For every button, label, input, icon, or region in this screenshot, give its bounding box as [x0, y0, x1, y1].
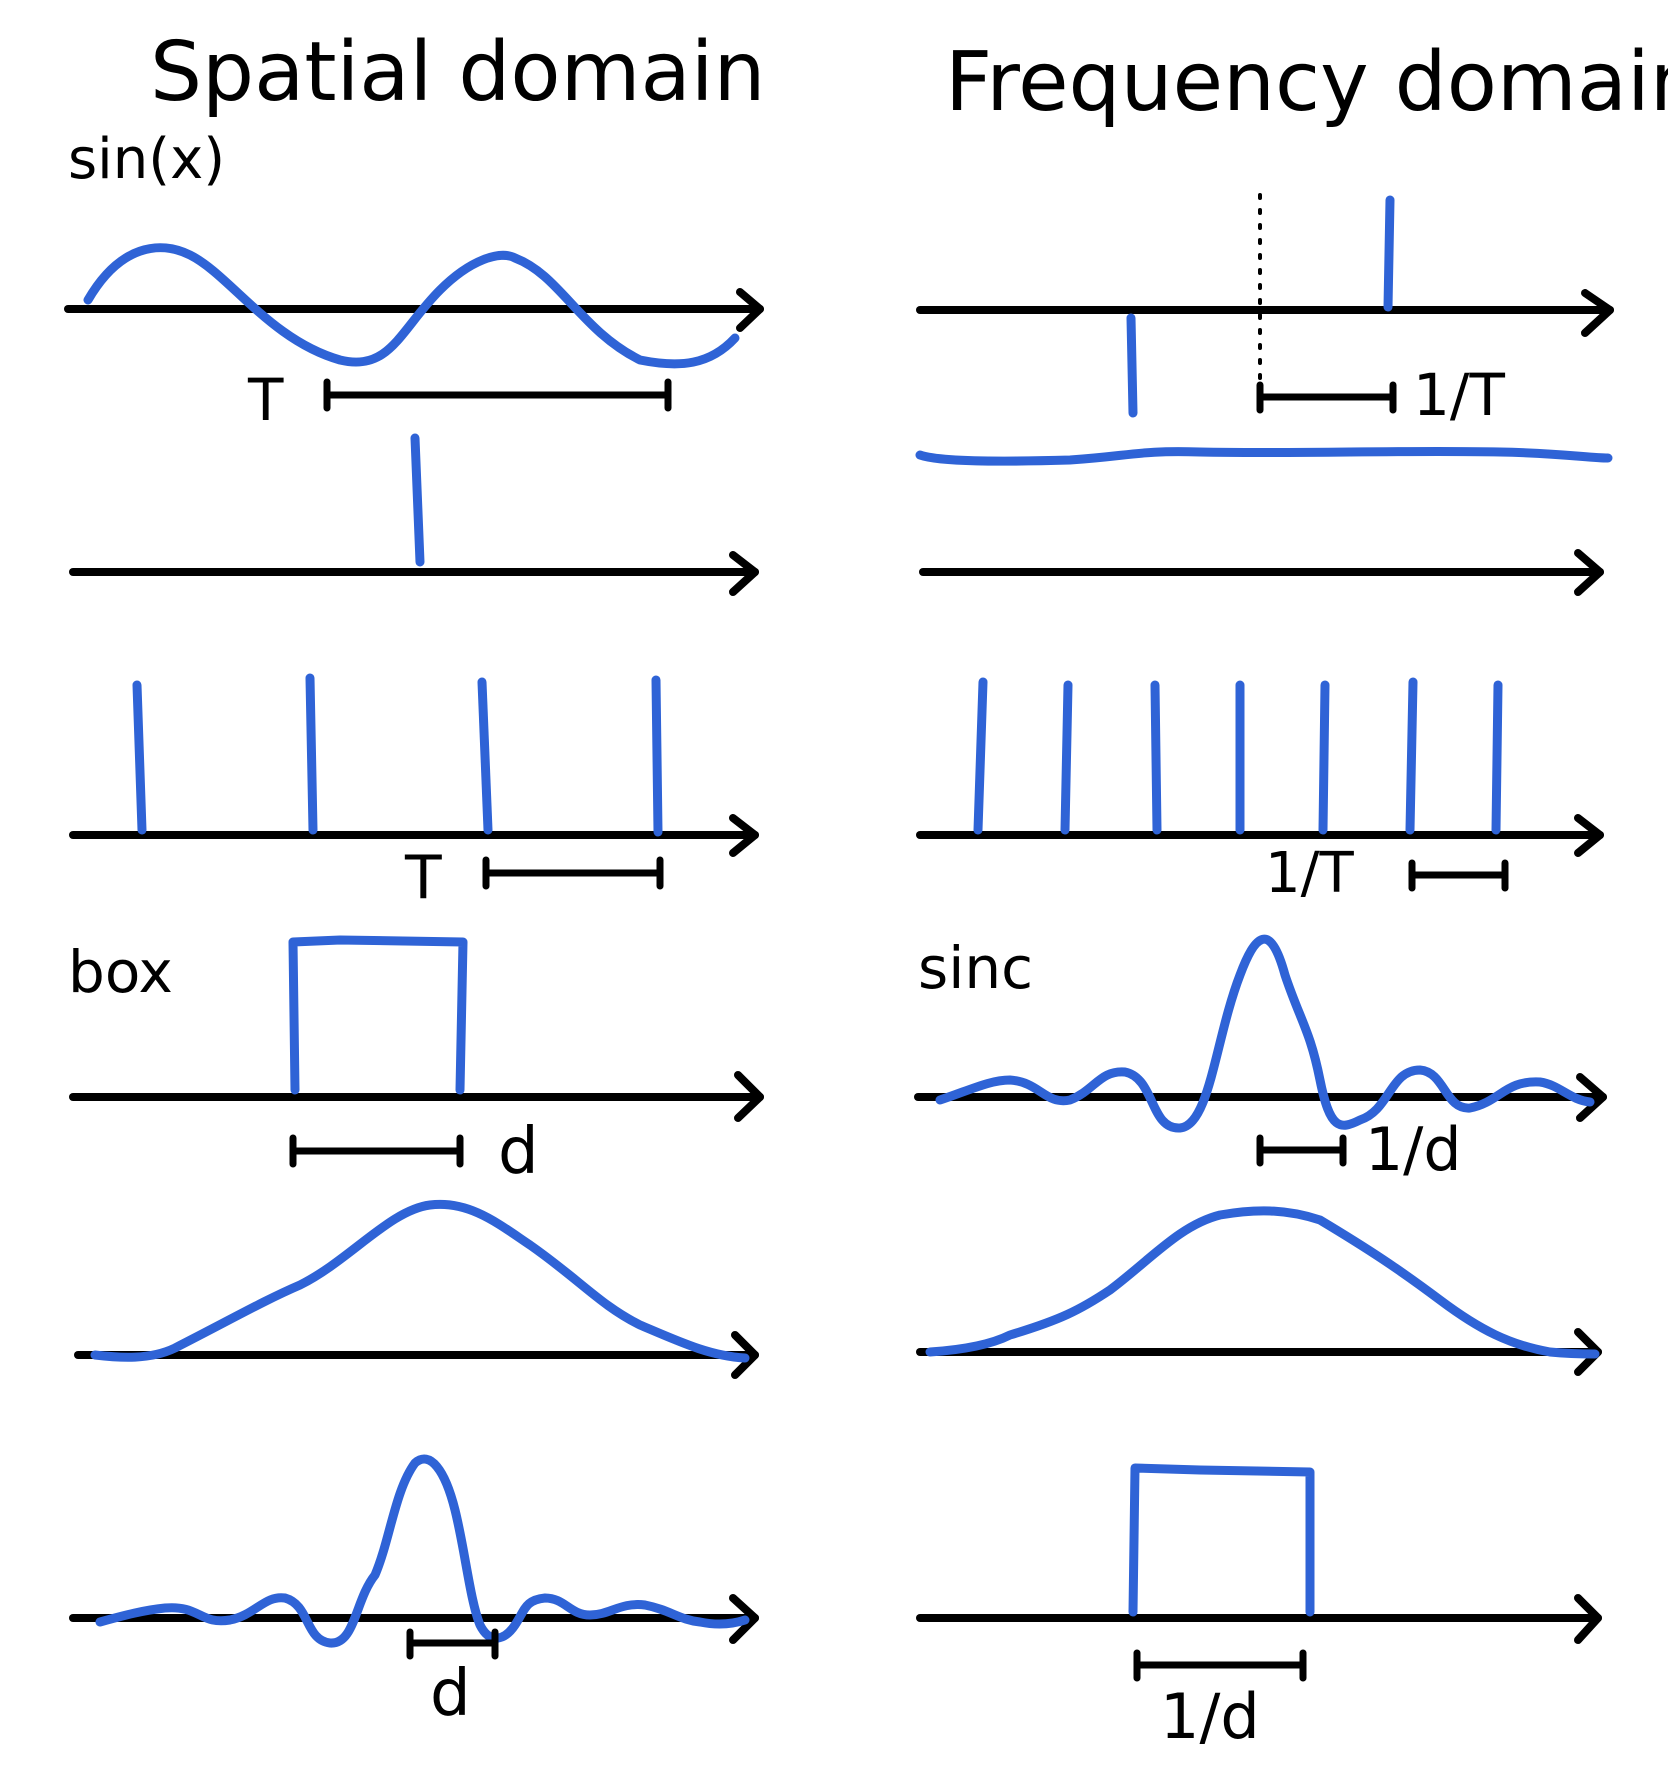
row1-frequency-axis — [916, 289, 1614, 337]
inv-width-marker-2 — [1133, 1649, 1307, 1682]
row5-spatial-axis — [74, 1331, 759, 1379]
constant-line — [915, 446, 1613, 466]
width-label-1: d — [498, 1115, 539, 1189]
row3-spatial-axis — [69, 814, 759, 857]
freq-train-spike-2 — [1060, 680, 1073, 835]
freq-train-spike-6 — [1405, 677, 1418, 835]
spatial-impulse — [410, 433, 425, 567]
freq-train-spike-3 — [1150, 680, 1162, 835]
sinc-label: sinc — [918, 934, 1033, 1002]
row1-spatial-axis — [64, 288, 764, 332]
period-marker-2 — [482, 856, 664, 890]
box-function — [288, 935, 468, 1095]
row2-spatial-axis — [69, 551, 759, 596]
frequency-domain-header: Frequency domain — [945, 35, 1668, 130]
box-label: box — [68, 938, 173, 1006]
sinc-function — [935, 934, 1595, 1133]
period-label-2: T — [404, 843, 442, 913]
period-label-1: T — [247, 366, 284, 434]
inv-width-marker-1 — [1256, 1134, 1347, 1167]
row3-frequency-axis — [916, 814, 1604, 857]
frequency-box — [1128, 1463, 1315, 1617]
train-spike-2 — [305, 673, 318, 835]
sine-wave — [83, 243, 740, 369]
freq-train-spike-5 — [1318, 680, 1330, 835]
spatial-sinc — [95, 1454, 750, 1648]
row6-frequency-axis — [916, 1594, 1602, 1644]
train-spike-3 — [477, 677, 493, 835]
sin-label: sin(x) — [68, 127, 225, 192]
inv-period-marker-1 — [1256, 381, 1397, 414]
width-label-2: d — [430, 1657, 471, 1731]
inv-width-label-1: 1/d — [1365, 1115, 1461, 1185]
width-marker-1 — [289, 1134, 464, 1168]
period-marker-1 — [323, 378, 672, 412]
inv-width-label-2: 1/d — [1160, 1680, 1260, 1753]
train-spike-4 — [651, 675, 663, 837]
freq-train-spike-7 — [1491, 680, 1503, 835]
frequency-gaussian — [925, 1206, 1600, 1359]
freq-spike-negative — [1126, 313, 1138, 418]
spatial-domain-header: Spatial domain — [150, 25, 765, 120]
freq-train-spike-1 — [973, 677, 988, 835]
inv-period-label-1: 1/T — [1413, 361, 1505, 429]
spatial-gaussian — [90, 1199, 750, 1363]
width-marker-2 — [406, 1628, 499, 1660]
row4-spatial-axis — [69, 1071, 764, 1122]
freq-spike-positive — [1383, 195, 1395, 312]
row2-frequency-axis — [919, 549, 1604, 596]
row6-spatial-axis — [69, 1594, 759, 1644]
train-spike-1 — [132, 680, 147, 835]
inv-period-marker-2 — [1408, 859, 1509, 892]
inv-period-label-2: 1/T — [1265, 841, 1354, 906]
